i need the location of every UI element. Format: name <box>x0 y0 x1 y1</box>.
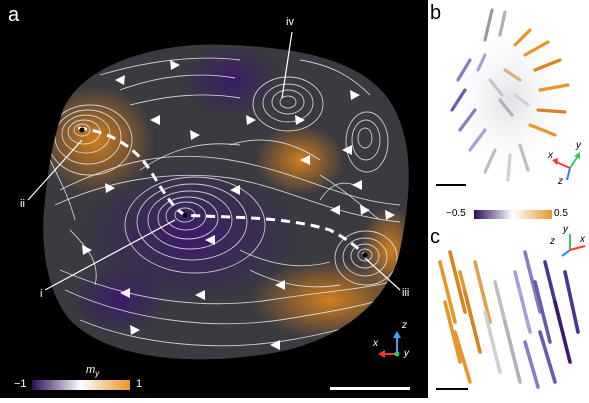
panel-c-scale-bar <box>436 388 468 390</box>
marker-i: i <box>40 288 43 300</box>
marker-ii: ii <box>20 198 25 210</box>
panel-b-spin-texture: b x y z <box>430 0 589 200</box>
panel-b-axis-z: z <box>558 176 563 187</box>
panel-c-spin-texture: c z y x <box>430 222 589 398</box>
scale-bar <box>330 387 410 390</box>
colorbar-bc-max: 0.5 <box>554 208 568 219</box>
panel-c-axis-x: x <box>580 234 585 245</box>
defect-iii-core <box>362 252 368 258</box>
colorbar-a-label: my <box>86 364 100 379</box>
panel-c-axis-z: z <box>550 236 555 247</box>
panel-c-axis-y: y <box>563 224 568 235</box>
panel-a-streamline-map: a iv ii i iii z x y my −1 1 <box>0 0 428 398</box>
panel-b-arrows <box>436 8 580 186</box>
axis-y-label: y <box>404 348 409 359</box>
marker-iii: iii <box>402 287 410 299</box>
defect-ii-core <box>79 127 85 133</box>
axis-x-label: x <box>373 338 378 349</box>
colorbar-a <box>32 380 130 390</box>
flow-arrows <box>82 60 395 350</box>
streamline-field <box>27 31 410 390</box>
defect-i-core <box>182 212 188 218</box>
colorbar-bc-min: −0.5 <box>446 208 466 219</box>
panel-letter-a: a <box>8 4 20 26</box>
marker-iv: iv <box>286 16 294 28</box>
axes-gizmo-a <box>378 331 401 358</box>
panel-letter-b: b <box>430 2 442 24</box>
colorbar-a-max: 1 <box>136 378 143 390</box>
axes-gizmo-c <box>561 234 586 257</box>
panel-b-scale-bar <box>436 184 466 186</box>
colorbar-bc-gradient <box>474 210 552 219</box>
callout-lines <box>27 31 401 291</box>
panel-b-axis-x: x <box>548 150 553 161</box>
panel-letter-c: c <box>430 226 440 248</box>
axes-gizmo-b <box>552 152 580 181</box>
panel-b-axis-y: y <box>576 140 581 151</box>
axis-z-label: z <box>402 320 407 331</box>
panel-c-arrows <box>436 234 586 390</box>
colorbar-a-min: −1 <box>14 378 27 390</box>
